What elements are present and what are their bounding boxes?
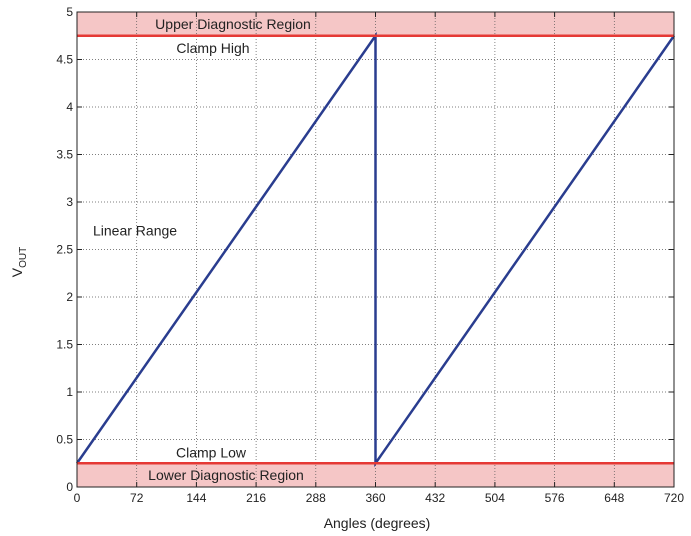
x-tick-label-0: 0 [74, 491, 81, 505]
lines-layer [77, 34, 674, 465]
series-line-0 [75, 31, 676, 468]
x-tick-label-6: 432 [425, 491, 445, 505]
x-tick-label-7: 504 [485, 491, 505, 505]
x-tick-label-5: 360 [365, 491, 385, 505]
y-tick-label-8: 4 [66, 100, 73, 114]
x-tick-label-2: 144 [186, 491, 206, 505]
labels-layer: Upper Diagnostic Region Lower Diagnostic … [93, 16, 311, 483]
y-axis-title-sub: OUT [18, 247, 29, 268]
y-tick-label-6: 3 [66, 195, 73, 209]
y-tick-label-2: 1 [66, 385, 73, 399]
x-tick-label-4: 288 [306, 491, 326, 505]
annotation-0: Linear Range [93, 222, 177, 238]
lower-region-label: Lower Diagnostic Region [148, 467, 304, 483]
diagnostic-region-1 [77, 463, 674, 487]
y-tick-label-4: 2 [66, 290, 73, 304]
x-tick-label-8: 576 [545, 491, 565, 505]
y-axis-title-main: V [9, 267, 25, 277]
y-tick-label-10: 5 [66, 5, 73, 19]
y-tick-label-0: 0 [66, 480, 73, 494]
x-tick-label-10: 720 [664, 491, 684, 505]
regions-layer [77, 12, 674, 487]
clamp-high-label: Clamp High [176, 40, 249, 56]
upper-region-label: Upper Diagnostic Region [155, 16, 311, 32]
y-tick-label-9: 4.5 [56, 53, 73, 67]
y-tick-label-7: 3.5 [56, 148, 73, 162]
diagnostic-region-0 [77, 12, 674, 36]
y-tick-label-3: 1.5 [56, 338, 73, 352]
y-axis-title: VOUT [9, 247, 29, 277]
y-ticks: 0 0.5 1 1.5 2 2.5 3 3.5 4 4.5 5 [56, 5, 674, 494]
series-layer [75, 31, 676, 468]
x-ticks: 0 72 144 216 288 360 432 504 576 648 720 [74, 12, 684, 505]
x-tick-label-9: 648 [604, 491, 624, 505]
x-tick-label-3: 216 [246, 491, 266, 505]
y-tick-label-5: 2.5 [56, 243, 73, 257]
grid-layer [77, 12, 674, 487]
y-tick-label-1: 0.5 [56, 433, 73, 447]
x-axis-title: Angles (degrees) [324, 515, 431, 531]
clamp-low-label: Clamp Low [176, 444, 247, 460]
x-tick-label-1: 72 [130, 491, 144, 505]
